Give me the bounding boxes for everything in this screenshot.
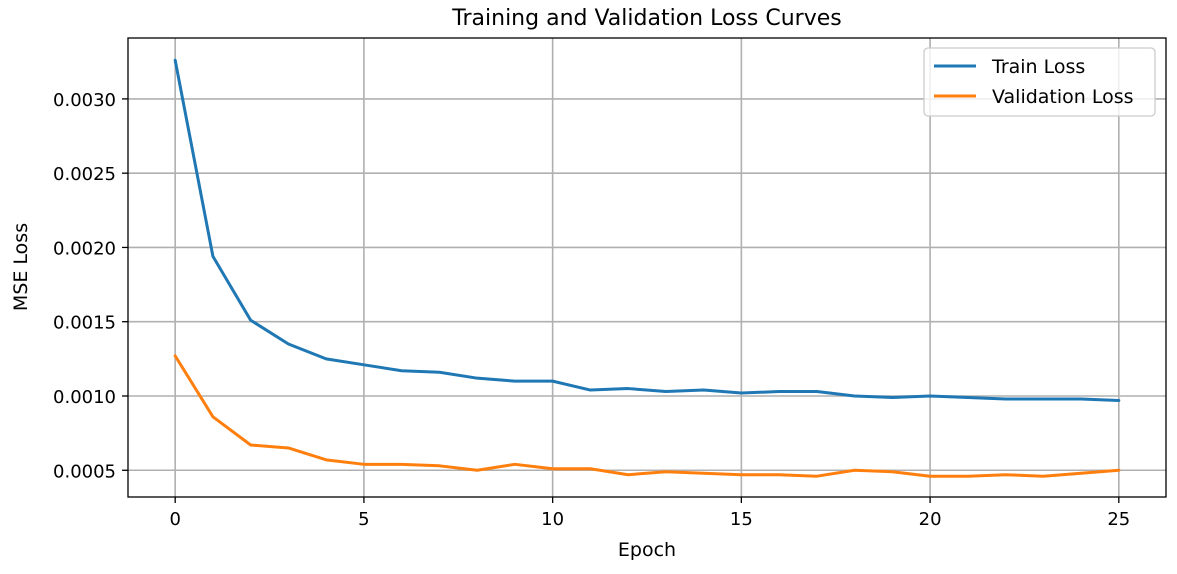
y-tick-label: 0.0015 <box>53 313 116 334</box>
x-tick-label: 10 <box>541 509 564 530</box>
series-line-train-loss <box>173 58 1121 402</box>
y-tick-label: 0.0010 <box>53 387 116 408</box>
chart-title: Training and Validation Loss Curves <box>451 6 841 31</box>
x-axis-label: Epoch <box>618 539 676 561</box>
legend-label-validation-loss: Validation Loss <box>992 86 1134 108</box>
legend-label-train-loss: Train Loss <box>991 56 1085 78</box>
x-tick-label: 5 <box>358 509 369 530</box>
y-axis-label: MSE Loss <box>10 223 32 311</box>
y-tick-label: 0.0005 <box>53 461 116 482</box>
x-tick-label: 20 <box>919 509 942 530</box>
series-lines <box>173 58 1121 478</box>
legend: Train Loss Validation Loss <box>923 47 1156 117</box>
x-tick-label: 25 <box>1107 509 1130 530</box>
axis-ticks: 0 5 10 15 20 25 0.0005 0.0010 0.0015 0.0020 0.0025… <box>53 90 1130 530</box>
series-line-validation-loss <box>173 354 1121 478</box>
y-tick-label: 0.0030 <box>53 90 116 111</box>
plot-frame <box>127 37 1167 498</box>
y-tick-label: 0.0020 <box>53 238 116 259</box>
x-tick-label: 0 <box>169 509 180 530</box>
legend-box <box>923 47 1156 117</box>
y-tick-label: 0.0025 <box>53 164 116 185</box>
x-tick-label: 15 <box>730 509 753 530</box>
